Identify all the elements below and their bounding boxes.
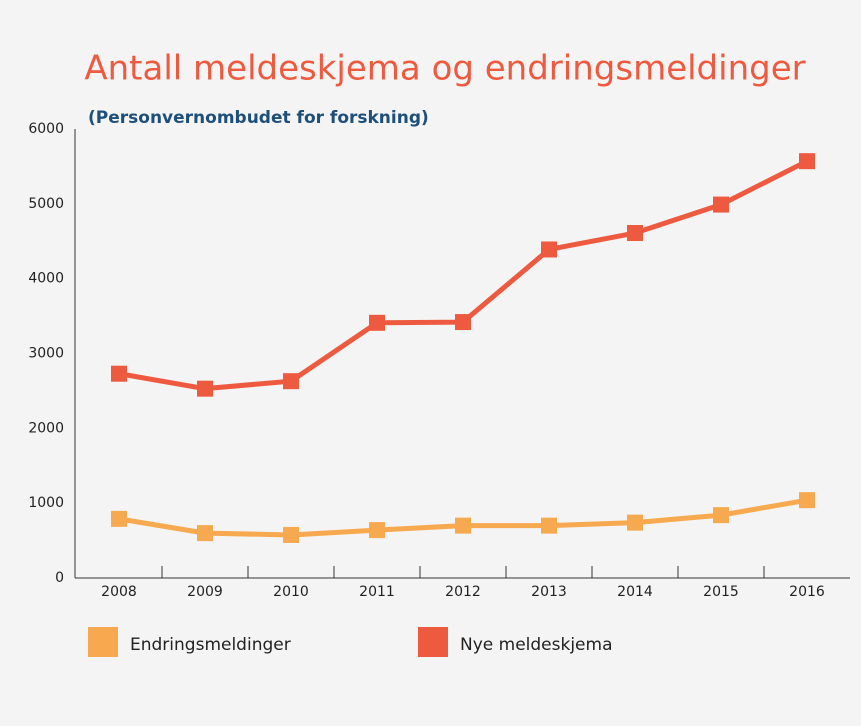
marker: [541, 517, 557, 534]
marker: [369, 522, 385, 539]
marker: [455, 314, 471, 331]
x-tick-label: 2016: [789, 584, 825, 600]
y-tick-label: 0: [55, 570, 64, 586]
x-tick-label: 2012: [445, 584, 481, 600]
y-tick-label: 1000: [28, 495, 64, 511]
y-tick-label: 2000: [28, 420, 64, 436]
x-tick-label: 2014: [617, 584, 653, 600]
y-tick-label: 6000: [28, 121, 64, 137]
marker: [799, 492, 815, 509]
y-tick-label: 5000: [28, 196, 64, 212]
marker: [541, 241, 557, 258]
chart-title: Antall meldeskjema og endringsmeldinger: [84, 49, 805, 89]
marker: [283, 526, 299, 543]
marker: [713, 196, 729, 213]
marker: [799, 153, 815, 170]
legend-label: Nye meldeskjema: [460, 635, 613, 655]
marker: [283, 373, 299, 390]
x-tick-label: 2015: [703, 584, 739, 600]
x-tick-label: 2009: [187, 584, 223, 600]
legend-label: Endringsmeldinger: [130, 635, 291, 655]
marker: [713, 507, 729, 524]
marker: [111, 365, 127, 382]
legend-swatch: [88, 627, 118, 657]
y-tick-label: 4000: [28, 271, 64, 287]
marker: [627, 514, 643, 531]
x-tick-label: 2013: [531, 584, 567, 600]
marker: [369, 314, 385, 331]
legend-swatch: [418, 627, 448, 657]
marker: [111, 510, 127, 527]
marker: [197, 380, 213, 397]
marker: [627, 225, 643, 242]
chart-subtitle: (Personvernombudet for forskning): [88, 108, 429, 128]
x-tick-label: 2008: [101, 584, 137, 600]
x-tick-label: 2010: [273, 584, 309, 600]
marker: [197, 525, 213, 542]
y-tick-label: 3000: [28, 346, 64, 362]
marker: [455, 517, 471, 534]
x-tick-label: 2011: [359, 584, 395, 600]
